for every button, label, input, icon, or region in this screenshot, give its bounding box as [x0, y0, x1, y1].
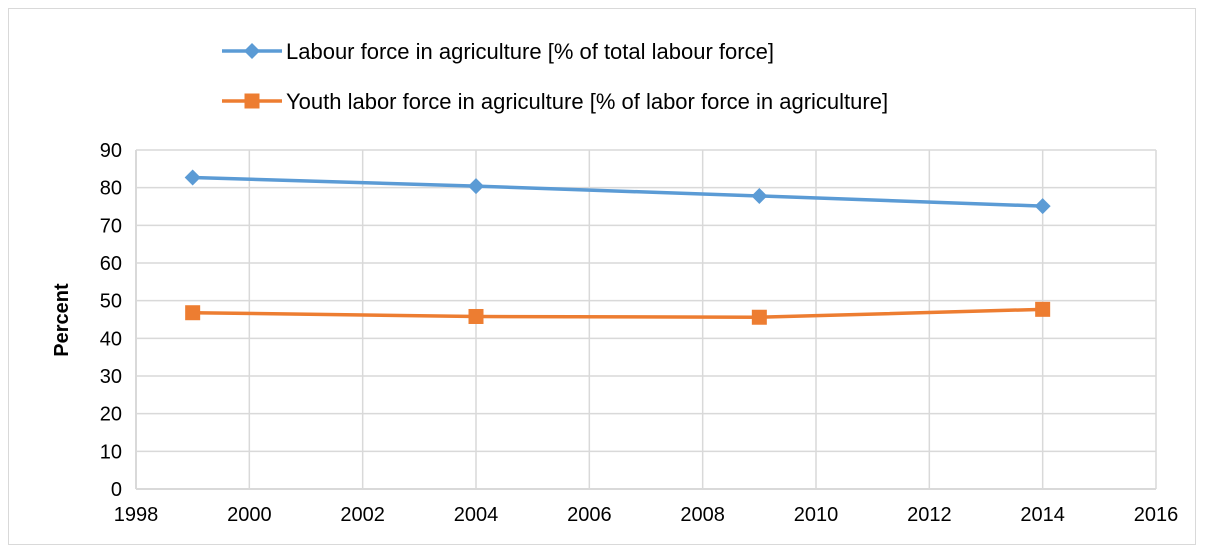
y-tick-label: 20 [100, 404, 122, 426]
series-line [192, 175, 1043, 208]
data-point [468, 178, 484, 195]
y-tick-label: 40 [100, 328, 122, 350]
legend-item-1: Labour force in agriculture [% of total … [222, 39, 774, 64]
x-tick-label: 2014 [1020, 504, 1065, 526]
x-tick-label: 2010 [794, 504, 839, 526]
data-point [468, 308, 484, 324]
data-point [751, 187, 768, 204]
data-point [185, 305, 201, 321]
y-tick-label: 90 [100, 140, 122, 162]
x-tick-label: 2016 [1134, 504, 1179, 526]
x-tick-label: 2002 [340, 504, 385, 526]
legend-label: Youth labor force in agriculture [% of l… [286, 89, 888, 114]
series-2 [185, 301, 1051, 325]
x-tick-label: 2004 [454, 504, 499, 526]
y-tick-label: 60 [100, 253, 122, 275]
x-tick-label: 2008 [680, 504, 725, 526]
y-tick-label: 0 [111, 479, 122, 501]
axes: 0 10 20 30 40 50 60 70 80 90 1998 2000 2002 2004 2006 2… [100, 140, 1179, 526]
legend: Labour force in agriculture [% of total … [222, 39, 888, 114]
x-tick-label: 1998 [114, 504, 159, 526]
y-tick-label: 10 [100, 441, 122, 463]
series-1 [184, 169, 1051, 215]
series-line [192, 307, 1043, 319]
legend-marker [244, 93, 260, 109]
gridlines [135, 149, 1157, 490]
data-point [1035, 301, 1051, 317]
y-tick-label: 70 [100, 215, 122, 237]
legend-item-2: Youth labor force in agriculture [% of l… [222, 89, 888, 114]
y-tick-label: 30 [100, 366, 122, 388]
legend-label: Labour force in agriculture [% of total … [286, 39, 774, 64]
x-tick-label: 2012 [907, 504, 952, 526]
y-axis-title: Percent [51, 283, 73, 357]
y-tick-label: 80 [100, 178, 122, 200]
x-tick-label: 2006 [567, 504, 612, 526]
data-point [184, 169, 201, 186]
legend-marker [244, 43, 260, 59]
x-tick-label: 2000 [227, 504, 272, 526]
series-layer [184, 169, 1051, 325]
y-tick-label: 50 [100, 291, 122, 313]
chart-frame [8, 8, 1196, 545]
data-point [1034, 198, 1051, 215]
data-point [751, 309, 767, 325]
